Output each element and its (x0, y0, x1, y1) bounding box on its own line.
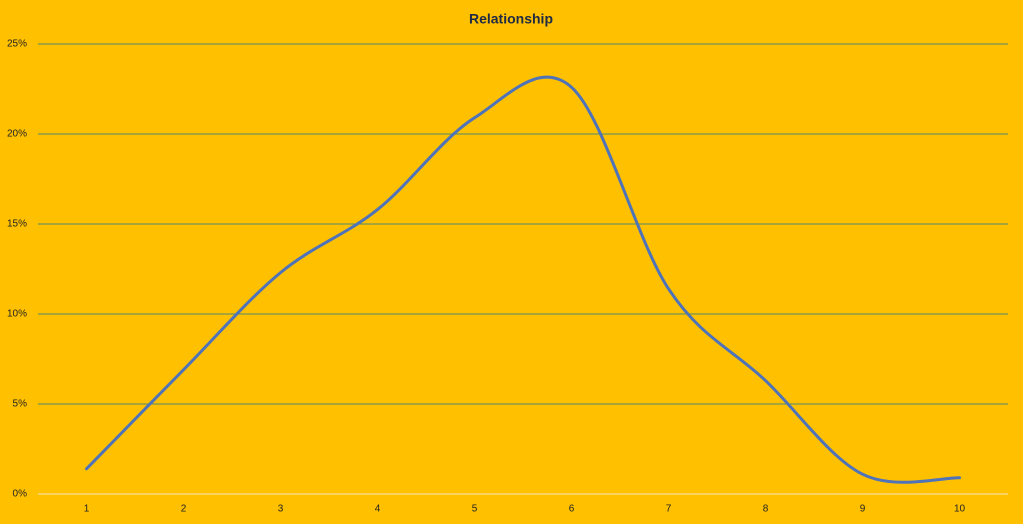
line (85, 75, 961, 484)
y-tick-label: 20% (7, 129, 27, 140)
x-tick-label: 2 (181, 504, 187, 515)
x-tick-label: 4 (375, 504, 381, 515)
y-tick-label: 5% (13, 399, 28, 410)
x-tick-label: 9 (860, 504, 866, 515)
x-tick-label: 6 (569, 504, 575, 515)
x-tick-label: 7 (666, 504, 672, 515)
y-tick-label: 10% (7, 309, 27, 320)
y-tick-label: 0% (13, 489, 28, 500)
x-tick-label: 1 (84, 504, 90, 515)
y-tick-label: 15% (7, 219, 27, 230)
chart-title: Relationship (469, 11, 553, 27)
x-tick-label: 8 (763, 504, 769, 515)
y-tick-label: 25% (7, 39, 27, 50)
x-tick-label: 5 (472, 504, 478, 515)
x-tick-label: 10 (954, 504, 966, 515)
x-tick-label: 3 (278, 504, 284, 515)
